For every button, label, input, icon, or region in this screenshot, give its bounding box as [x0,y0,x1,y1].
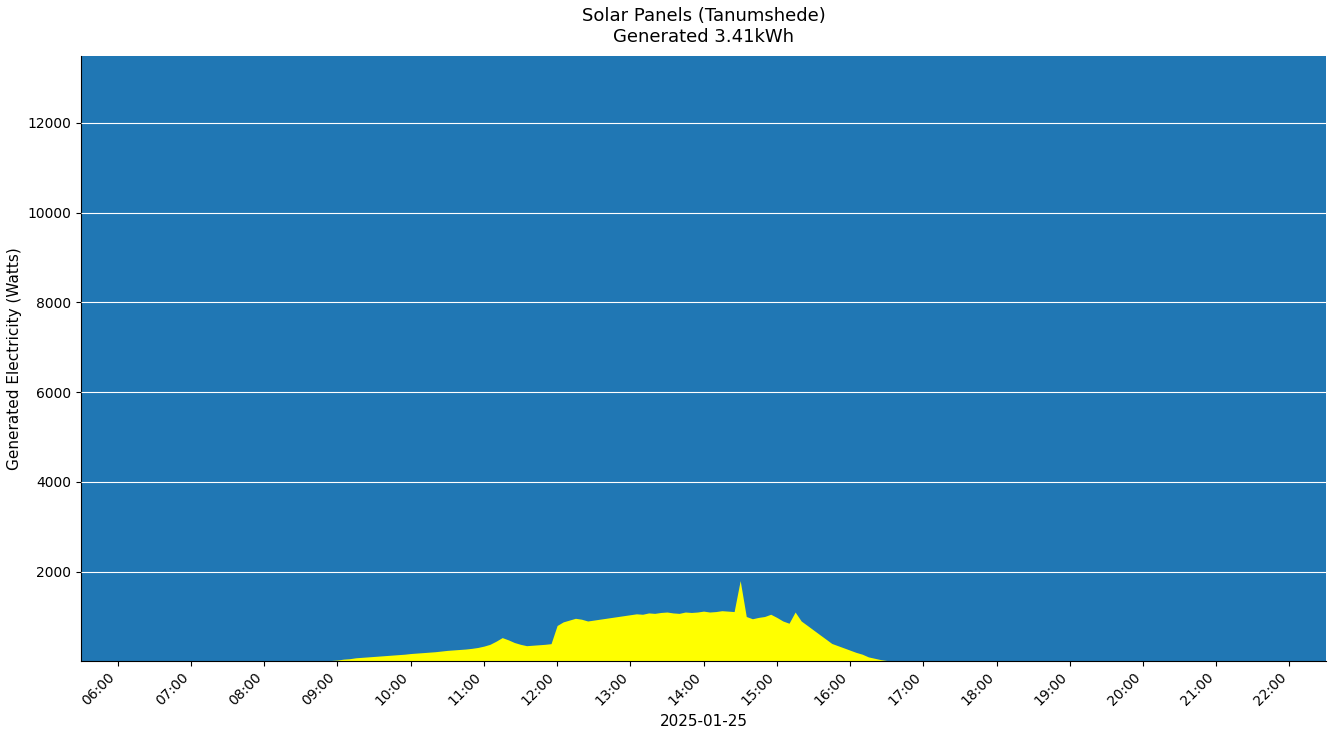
Y-axis label: Generated Electricity (Watts): Generated Electricity (Watts) [7,247,21,470]
Title: Solar Panels (Tanumshede)
Generated 3.41kWh: Solar Panels (Tanumshede) Generated 3.41… [581,7,825,46]
X-axis label: 2025-01-25: 2025-01-25 [660,714,748,729]
